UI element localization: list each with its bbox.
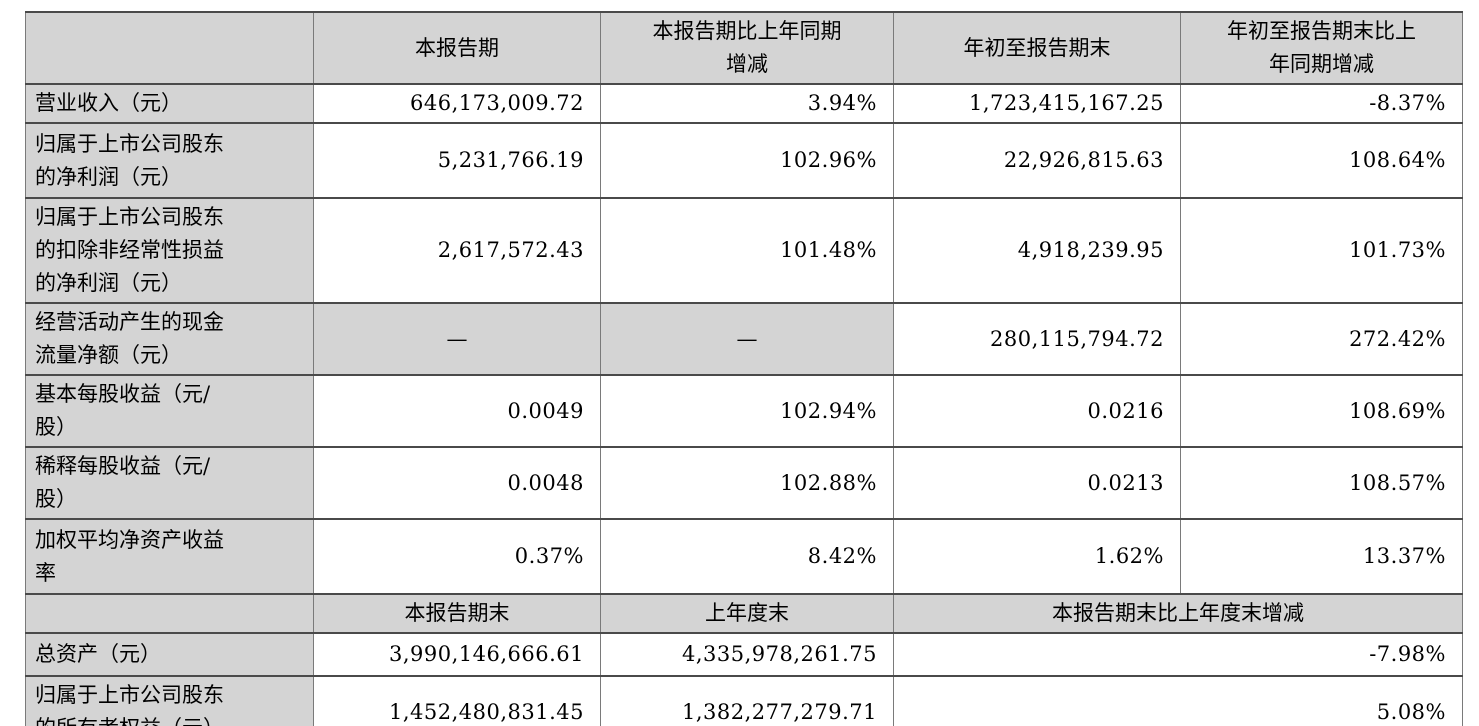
row-label: 稀释每股收益（元/ 股） bbox=[25, 446, 314, 520]
row-label: 经营活动产生的现金 流量净额（元） bbox=[25, 302, 314, 376]
value-cell-dash: — bbox=[600, 302, 894, 376]
value-cell: 108.64% bbox=[1180, 122, 1463, 199]
value-cell-merged: -7.98% bbox=[893, 632, 1463, 677]
section1-header-row: 本报告期 本报告期比上年同期 增减 年初至报告期末 年初至报告期末比上 年同期增… bbox=[25, 11, 1463, 85]
row-label: 归属于上市公司股东 的所有者权益（元） bbox=[25, 675, 314, 726]
financial-summary-table: 本报告期 本报告期比上年同期 增减 年初至报告期末 年初至报告期末比上 年同期增… bbox=[25, 11, 1463, 726]
header-current-period-yoy-change: 本报告期比上年同期 增减 bbox=[600, 11, 894, 85]
table-row-weighted-avg-roe: 加权平均净资产收益 率 0.37% 8.42% 1.62% 13.37% bbox=[25, 518, 1463, 595]
table-row-basic-eps: 基本每股收益（元/ 股） 0.0049 102.94% 0.0216 108.6… bbox=[25, 374, 1463, 448]
value-cell: 1.62% bbox=[893, 518, 1181, 595]
value-cell: -8.37% bbox=[1180, 83, 1463, 124]
value-cell: 0.37% bbox=[313, 518, 601, 595]
row-label: 总资产（元） bbox=[25, 632, 314, 677]
value-cell: 272.42% bbox=[1180, 302, 1463, 376]
value-cell: 0.0213 bbox=[893, 446, 1181, 520]
row-label: 基本每股收益（元/ 股） bbox=[25, 374, 314, 448]
table-row-equity-attributable: 归属于上市公司股东 的所有者权益（元） 1,452,480,831.45 1,3… bbox=[25, 675, 1463, 726]
header-ytd-yoy-change: 年初至报告期末比上 年同期增减 bbox=[1180, 11, 1463, 85]
value-cell: 8.42% bbox=[600, 518, 894, 595]
value-cell: 108.69% bbox=[1180, 374, 1463, 448]
value-cell: 102.96% bbox=[600, 122, 894, 199]
value-cell: 13.37% bbox=[1180, 518, 1463, 595]
value-cell: 1,452,480,831.45 bbox=[313, 675, 601, 726]
table-row-operating-cash-flow: 经营活动产生的现金 流量净额（元） — — 280,115,794.72 272… bbox=[25, 302, 1463, 376]
value-cell: 22,926,815.63 bbox=[893, 122, 1181, 199]
row-label: 归属于上市公司股东 的净利润（元） bbox=[25, 122, 314, 199]
value-cell: 102.88% bbox=[600, 446, 894, 520]
value-cell-dash: — bbox=[313, 302, 601, 376]
value-cell: 3,990,146,666.61 bbox=[313, 632, 601, 677]
value-cell: 0.0049 bbox=[313, 374, 601, 448]
header-end-of-prior-year: 上年度末 bbox=[600, 593, 894, 634]
value-cell: 101.73% bbox=[1180, 197, 1463, 304]
value-cell: 646,173,009.72 bbox=[313, 83, 601, 124]
row-label: 营业收入（元） bbox=[25, 83, 314, 124]
header-period-vs-prior-year-change: 本报告期末比上年度末增减 bbox=[893, 593, 1463, 634]
row-label: 归属于上市公司股东 的扣除非经常性损益 的净利润（元） bbox=[25, 197, 314, 304]
table-row-diluted-eps: 稀释每股收益（元/ 股） 0.0048 102.88% 0.0213 108.5… bbox=[25, 446, 1463, 520]
header-end-of-period: 本报告期末 bbox=[313, 593, 601, 634]
value-cell: 2,617,572.43 bbox=[313, 197, 601, 304]
section2-header-row: 本报告期末 上年度末 本报告期末比上年度末增减 bbox=[25, 593, 1463, 634]
value-cell-merged: 5.08% bbox=[893, 675, 1463, 726]
value-cell: 101.48% bbox=[600, 197, 894, 304]
table-row-net-profit: 归属于上市公司股东 的净利润（元） 5,231,766.19 102.96% 2… bbox=[25, 122, 1463, 199]
value-cell: 102.94% bbox=[600, 374, 894, 448]
value-cell: 280,115,794.72 bbox=[893, 302, 1181, 376]
table-row-total-assets: 总资产（元） 3,990,146,666.61 4,335,978,261.75… bbox=[25, 632, 1463, 677]
value-cell: 108.57% bbox=[1180, 446, 1463, 520]
value-cell: 4,335,978,261.75 bbox=[600, 632, 894, 677]
value-cell: 0.0216 bbox=[893, 374, 1181, 448]
corner-empty-cell bbox=[25, 593, 314, 634]
value-cell: 3.94% bbox=[600, 83, 894, 124]
table-row-net-profit-excl-nonrecurring: 归属于上市公司股东 的扣除非经常性损益 的净利润（元） 2,617,572.43… bbox=[25, 197, 1463, 304]
table-row-revenue: 营业收入（元） 646,173,009.72 3.94% 1,723,415,1… bbox=[25, 83, 1463, 124]
value-cell: 4,918,239.95 bbox=[893, 197, 1181, 304]
corner-empty-cell bbox=[25, 11, 314, 85]
value-cell: 1,723,415,167.25 bbox=[893, 83, 1181, 124]
value-cell: 1,382,277,279.71 bbox=[600, 675, 894, 726]
value-cell: 0.0048 bbox=[313, 446, 601, 520]
value-cell: 5,231,766.19 bbox=[313, 122, 601, 199]
header-current-period: 本报告期 bbox=[313, 11, 601, 85]
row-label: 加权平均净资产收益 率 bbox=[25, 518, 314, 595]
header-ytd: 年初至报告期末 bbox=[893, 11, 1181, 85]
